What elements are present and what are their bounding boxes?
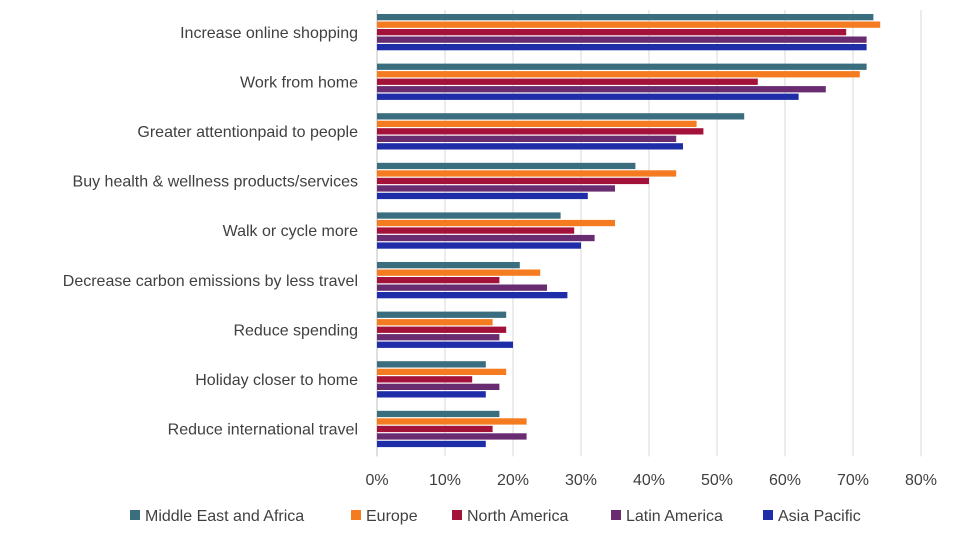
bar (377, 383, 500, 390)
bar (377, 219, 615, 227)
category-label: Decrease carbon emissions by less travel (63, 273, 358, 290)
bar (377, 143, 683, 150)
bar (377, 113, 745, 120)
bar (377, 120, 697, 127)
bar (377, 361, 486, 368)
bar (377, 14, 874, 21)
bar (377, 135, 677, 142)
x-tick-label: 20% (497, 472, 529, 489)
bar (377, 234, 595, 242)
bar (377, 44, 867, 51)
bar (377, 185, 615, 192)
category-label: Buy health & wellness products/services (73, 174, 358, 191)
bar (377, 277, 500, 284)
x-tick-label: 50% (701, 472, 733, 489)
legend-label: Latin America (626, 508, 723, 525)
x-tick-label: 80% (905, 472, 937, 489)
bar (377, 376, 473, 383)
bar (377, 86, 826, 93)
x-tick-label: 40% (633, 472, 665, 489)
bar (377, 170, 677, 177)
category-label: Walk or cycle more (223, 223, 359, 240)
bar (377, 78, 758, 85)
bar (377, 242, 581, 249)
bar (377, 71, 860, 78)
x-tick-label: 60% (769, 472, 801, 489)
category-label: Work from home (240, 74, 358, 91)
category-label: Reduce international travel (168, 422, 358, 439)
bar (377, 418, 527, 425)
bar (377, 391, 486, 398)
bar (377, 63, 867, 70)
bar (377, 319, 493, 326)
bar (377, 440, 486, 448)
bar (377, 326, 507, 333)
x-tick-label: 30% (565, 472, 597, 489)
bar (377, 177, 649, 185)
bar (377, 284, 547, 291)
x-tick-label: 70% (837, 472, 869, 489)
bar (377, 425, 493, 433)
bar (377, 227, 575, 234)
bar (377, 212, 561, 219)
legend-swatch (130, 510, 140, 520)
bar (377, 269, 541, 276)
x-tick-label: 0% (365, 472, 388, 489)
bar (377, 262, 520, 269)
legend-label: Middle East and Africa (145, 508, 304, 525)
legend-swatch (611, 510, 621, 520)
bar (377, 433, 527, 440)
legend-swatch (351, 510, 361, 520)
legend-label: Europe (366, 508, 418, 525)
category-label: Holiday closer to home (195, 372, 358, 389)
legend-label: Asia Pacific (778, 508, 861, 525)
legend-label: North America (467, 508, 568, 525)
bar (377, 128, 704, 135)
category-label: Greater attentionpaid to people (137, 124, 358, 141)
bar (377, 410, 500, 418)
bar (377, 341, 513, 348)
bar (377, 29, 847, 36)
bar (377, 334, 500, 341)
bar (377, 192, 588, 200)
bar (377, 93, 799, 100)
bar (377, 368, 507, 375)
bar (377, 292, 568, 299)
bar (377, 162, 636, 170)
legend-swatch (452, 510, 462, 520)
category-label: Reduce spending (233, 322, 358, 339)
bar (377, 21, 881, 28)
category-label: Increase online shopping (180, 25, 358, 42)
legend-swatch (763, 510, 773, 520)
bar (377, 36, 867, 43)
x-tick-label: 10% (429, 472, 461, 489)
bar (377, 311, 507, 318)
